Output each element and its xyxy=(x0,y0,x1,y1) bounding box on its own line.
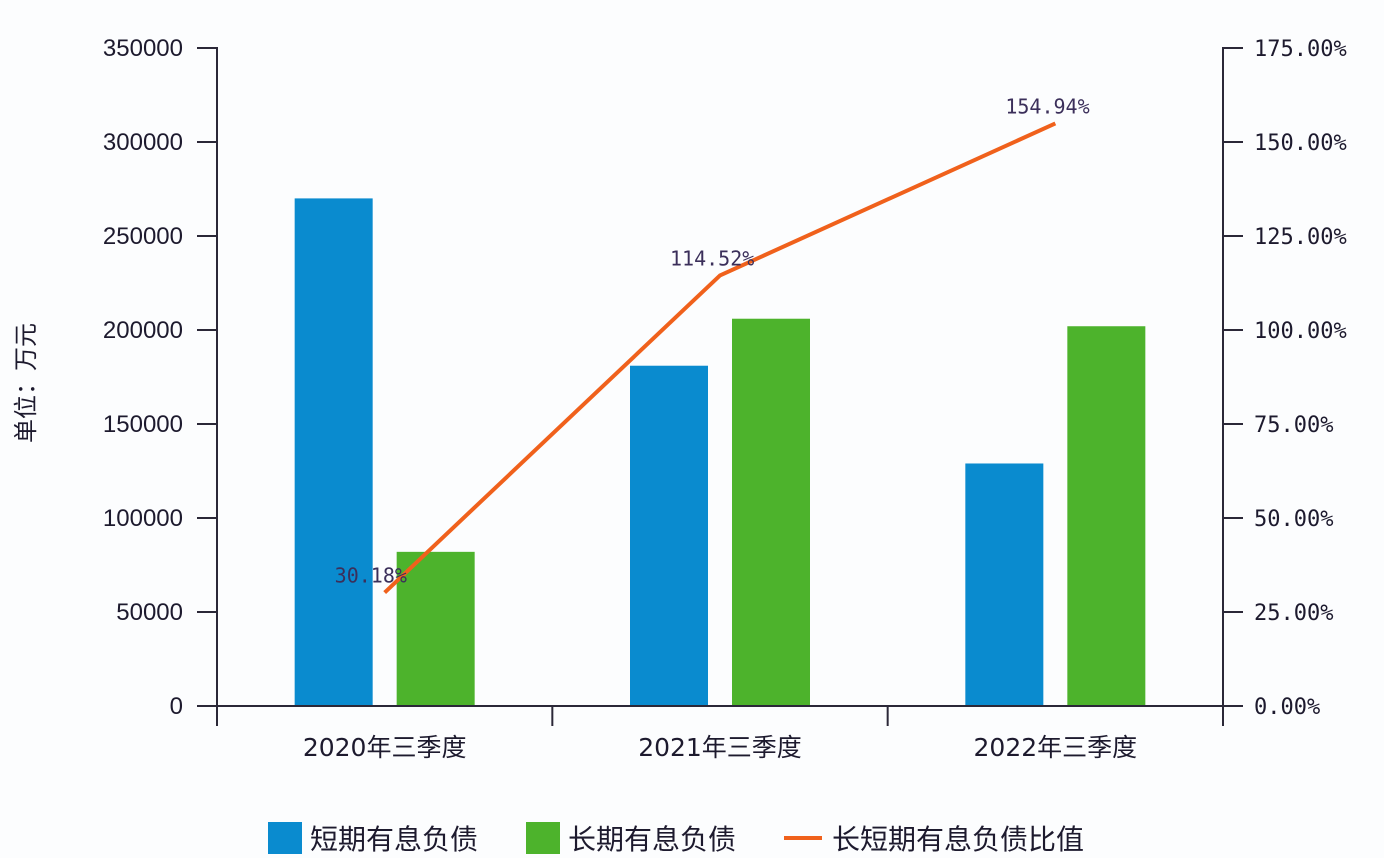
legend-swatch-green xyxy=(526,822,561,854)
category-label: 2021年三季度 xyxy=(638,733,802,762)
category-label: 2022年三季度 xyxy=(974,733,1138,762)
legend-label: 长期有息负债 xyxy=(568,823,737,856)
legend-label: 长短期有息负债比值 xyxy=(832,823,1085,856)
legend-item-short-term-debt: 短期有息负债 xyxy=(268,818,478,858)
left-tick-label: 0 xyxy=(170,693,183,720)
bar-short-term xyxy=(294,198,373,705)
left-tick-label: 350000 xyxy=(103,35,183,62)
legend-item-long-term-debt: 长期有息负债 xyxy=(526,818,736,858)
legend-item-ratio: 长短期有息负债比值 xyxy=(784,818,1084,858)
right-tick-label: 175.00% xyxy=(1254,37,1347,62)
legend: 短期有息负债 长期有息负债 长短期有息负债比值 xyxy=(268,818,1132,858)
bar-short-term xyxy=(965,463,1044,705)
right-tick-label: 150.00% xyxy=(1254,131,1347,156)
data-label: 114.52% xyxy=(670,246,754,270)
bar-short-term xyxy=(630,365,708,705)
data-label: 154.94% xyxy=(1005,94,1089,118)
right-tick-label: 125.00% xyxy=(1254,225,1347,250)
data-label: 30.18% xyxy=(335,564,407,588)
left-tick-label: 200000 xyxy=(103,317,183,344)
right-tick-label: 50.00% xyxy=(1254,507,1333,532)
legend-swatch-line xyxy=(784,836,823,840)
bar-long-term xyxy=(396,551,475,705)
bar-long-term xyxy=(1067,326,1146,705)
category-label: 2020年三季度 xyxy=(303,733,467,762)
left-tick-label: 100000 xyxy=(103,505,183,532)
right-tick-label: 0.00% xyxy=(1254,695,1320,720)
right-tick-label: 100.00% xyxy=(1254,319,1347,344)
legend-swatch-blue xyxy=(268,822,302,854)
left-tick-label: 250000 xyxy=(103,223,183,250)
left-tick-label: 150000 xyxy=(103,411,183,438)
ratio-line xyxy=(383,121,1057,594)
y-axis-title: 单位：万元 xyxy=(12,323,40,443)
right-tick-label: 25.00% xyxy=(1254,601,1333,626)
combo-chart: 0 50000 100000 150000 200000 250000 300000 3500… xyxy=(12,35,1347,762)
left-tick-label: 300000 xyxy=(103,129,183,156)
bar-long-term xyxy=(732,318,810,705)
right-tick-label: 75.00% xyxy=(1254,413,1333,438)
legend-label: 短期有息负债 xyxy=(310,823,479,856)
left-tick-label: 50000 xyxy=(116,599,183,626)
